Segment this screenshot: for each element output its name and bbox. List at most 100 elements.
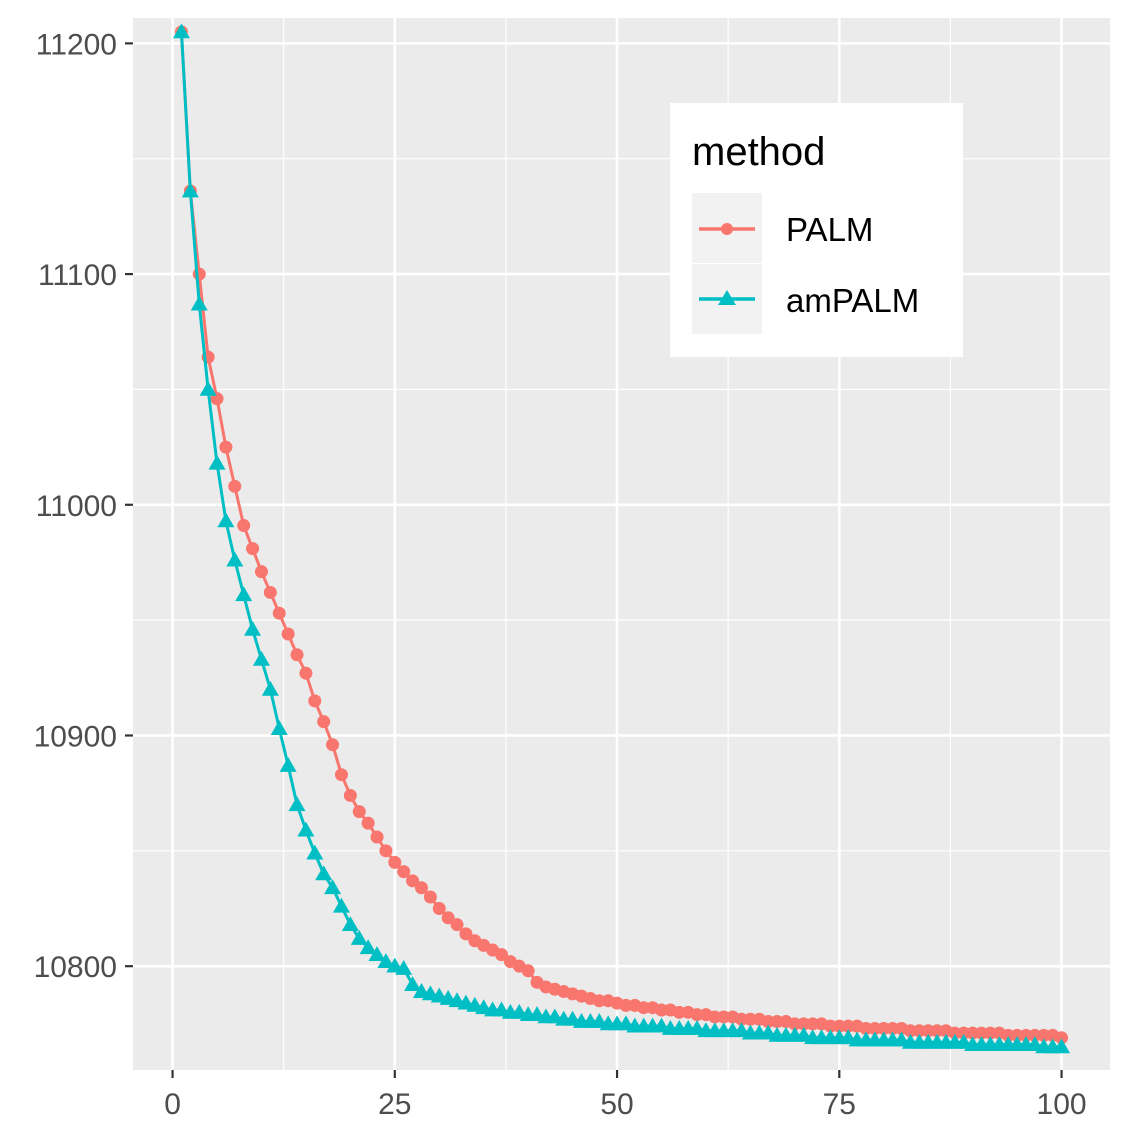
x-axis-tick-label: 50 [600, 1088, 633, 1121]
y-axis-tick-labels: 10800 10900 11000 11100 11200 [34, 28, 117, 984]
data-point-palm [379, 844, 393, 858]
series-palm [174, 25, 1069, 1045]
data-point-palm [494, 948, 508, 962]
data-point-palm [957, 1026, 971, 1040]
series-ampalm [172, 23, 1071, 1054]
data-point-palm [637, 1001, 651, 1015]
data-point-palm [966, 1026, 980, 1040]
data-point-palm [246, 542, 260, 556]
data-point-palm [877, 1021, 891, 1035]
data-point-palm [237, 519, 251, 533]
legend-key-marker-ampalm [718, 290, 736, 305]
data-point-palm [690, 1008, 704, 1022]
data-point-palm [343, 788, 357, 802]
data-point-palm [886, 1021, 900, 1035]
data-point-palm [1019, 1028, 1033, 1042]
legend-title: method [692, 130, 825, 174]
data-point-palm [521, 964, 535, 978]
legend-key-marker-palm [721, 223, 733, 235]
data-point-palm [317, 715, 331, 729]
data-point-palm [334, 768, 348, 782]
data-point-palm [859, 1021, 873, 1035]
data-point-ampalm [279, 756, 297, 772]
data-point-ampalm [341, 916, 359, 932]
data-point-ampalm [270, 720, 288, 735]
data-point-palm [281, 627, 295, 641]
data-point-palm [592, 994, 606, 1008]
data-point-palm [1010, 1028, 1024, 1042]
y-axis-tick-label: 10800 [34, 951, 117, 984]
data-point-ampalm [332, 897, 350, 913]
data-point-palm [219, 440, 233, 454]
major-gridlines [133, 18, 1110, 1070]
data-point-palm [735, 1012, 749, 1026]
data-point-palm [921, 1024, 935, 1038]
data-point-ampalm [226, 551, 244, 567]
data-point-palm [228, 479, 242, 493]
data-point-ampalm [244, 620, 262, 636]
data-point-ampalm [172, 23, 190, 39]
data-point-palm [948, 1026, 962, 1040]
data-point-ampalm [261, 680, 279, 696]
data-point-palm [308, 694, 322, 708]
data-point-ampalm [217, 512, 235, 528]
data-point-palm [717, 1010, 731, 1024]
data-point-palm [788, 1017, 802, 1031]
axis-ticks [125, 42, 1063, 1078]
data-point-ampalm [252, 650, 270, 666]
data-point-palm [930, 1024, 944, 1038]
data-point-palm [254, 565, 268, 579]
data-point-palm [797, 1017, 811, 1031]
x-axis-tick-label: 0 [164, 1088, 181, 1121]
data-point-palm [326, 738, 340, 752]
data-point-ampalm [208, 454, 226, 470]
data-point-ampalm [324, 879, 342, 895]
data-point-palm [414, 881, 428, 895]
data-point-palm [903, 1024, 917, 1038]
y-axis-tick-label: 11000 [36, 490, 117, 523]
data-point-palm [868, 1021, 882, 1035]
data-point-ampalm [306, 844, 324, 860]
data-point-palm [352, 805, 366, 819]
data-point-palm [272, 606, 286, 620]
data-point-palm [263, 585, 277, 599]
data-point-palm [1055, 1031, 1069, 1045]
data-point-ampalm [288, 796, 306, 812]
data-point-palm [290, 648, 304, 662]
data-point-palm [441, 911, 455, 925]
data-point-palm [397, 865, 411, 879]
data-point-palm [806, 1017, 820, 1031]
series-layer [172, 23, 1071, 1054]
data-point-palm [743, 1012, 757, 1026]
data-point-ampalm [235, 586, 253, 602]
data-point-palm [406, 874, 420, 888]
x-axis-tick-label: 75 [823, 1088, 856, 1121]
y-axis-tick-label: 10900 [34, 720, 117, 753]
x-axis-tick-labels: 0 25 50 75 100 [164, 1088, 1086, 1121]
y-axis-tick-label: 11200 [36, 28, 117, 61]
data-point-palm [192, 267, 206, 281]
data-point-palm [619, 998, 633, 1012]
data-point-palm [459, 927, 473, 941]
data-point-ampalm [181, 182, 199, 198]
data-point-palm [370, 830, 384, 844]
data-point-palm [423, 890, 437, 904]
legend-label-ampalm: amPALM [786, 282, 919, 319]
data-point-palm [1001, 1028, 1015, 1042]
data-point-palm [708, 1010, 722, 1024]
data-point-palm [655, 1003, 668, 1017]
data-point-palm [1037, 1028, 1051, 1042]
data-point-ampalm [368, 946, 386, 962]
y-axis-tick-label: 11100 [38, 259, 117, 292]
data-point-palm [761, 1015, 775, 1029]
data-point-palm [432, 902, 446, 916]
legend: method PALM amPALM [670, 103, 963, 357]
data-point-palm [823, 1019, 837, 1033]
data-point-ampalm [359, 939, 377, 955]
x-axis-tick-label: 100 [1037, 1088, 1087, 1121]
data-point-palm [841, 1019, 855, 1033]
data-point-palm [983, 1026, 997, 1040]
data-point-ampalm [395, 959, 413, 975]
plot-panel [133, 18, 1110, 1070]
